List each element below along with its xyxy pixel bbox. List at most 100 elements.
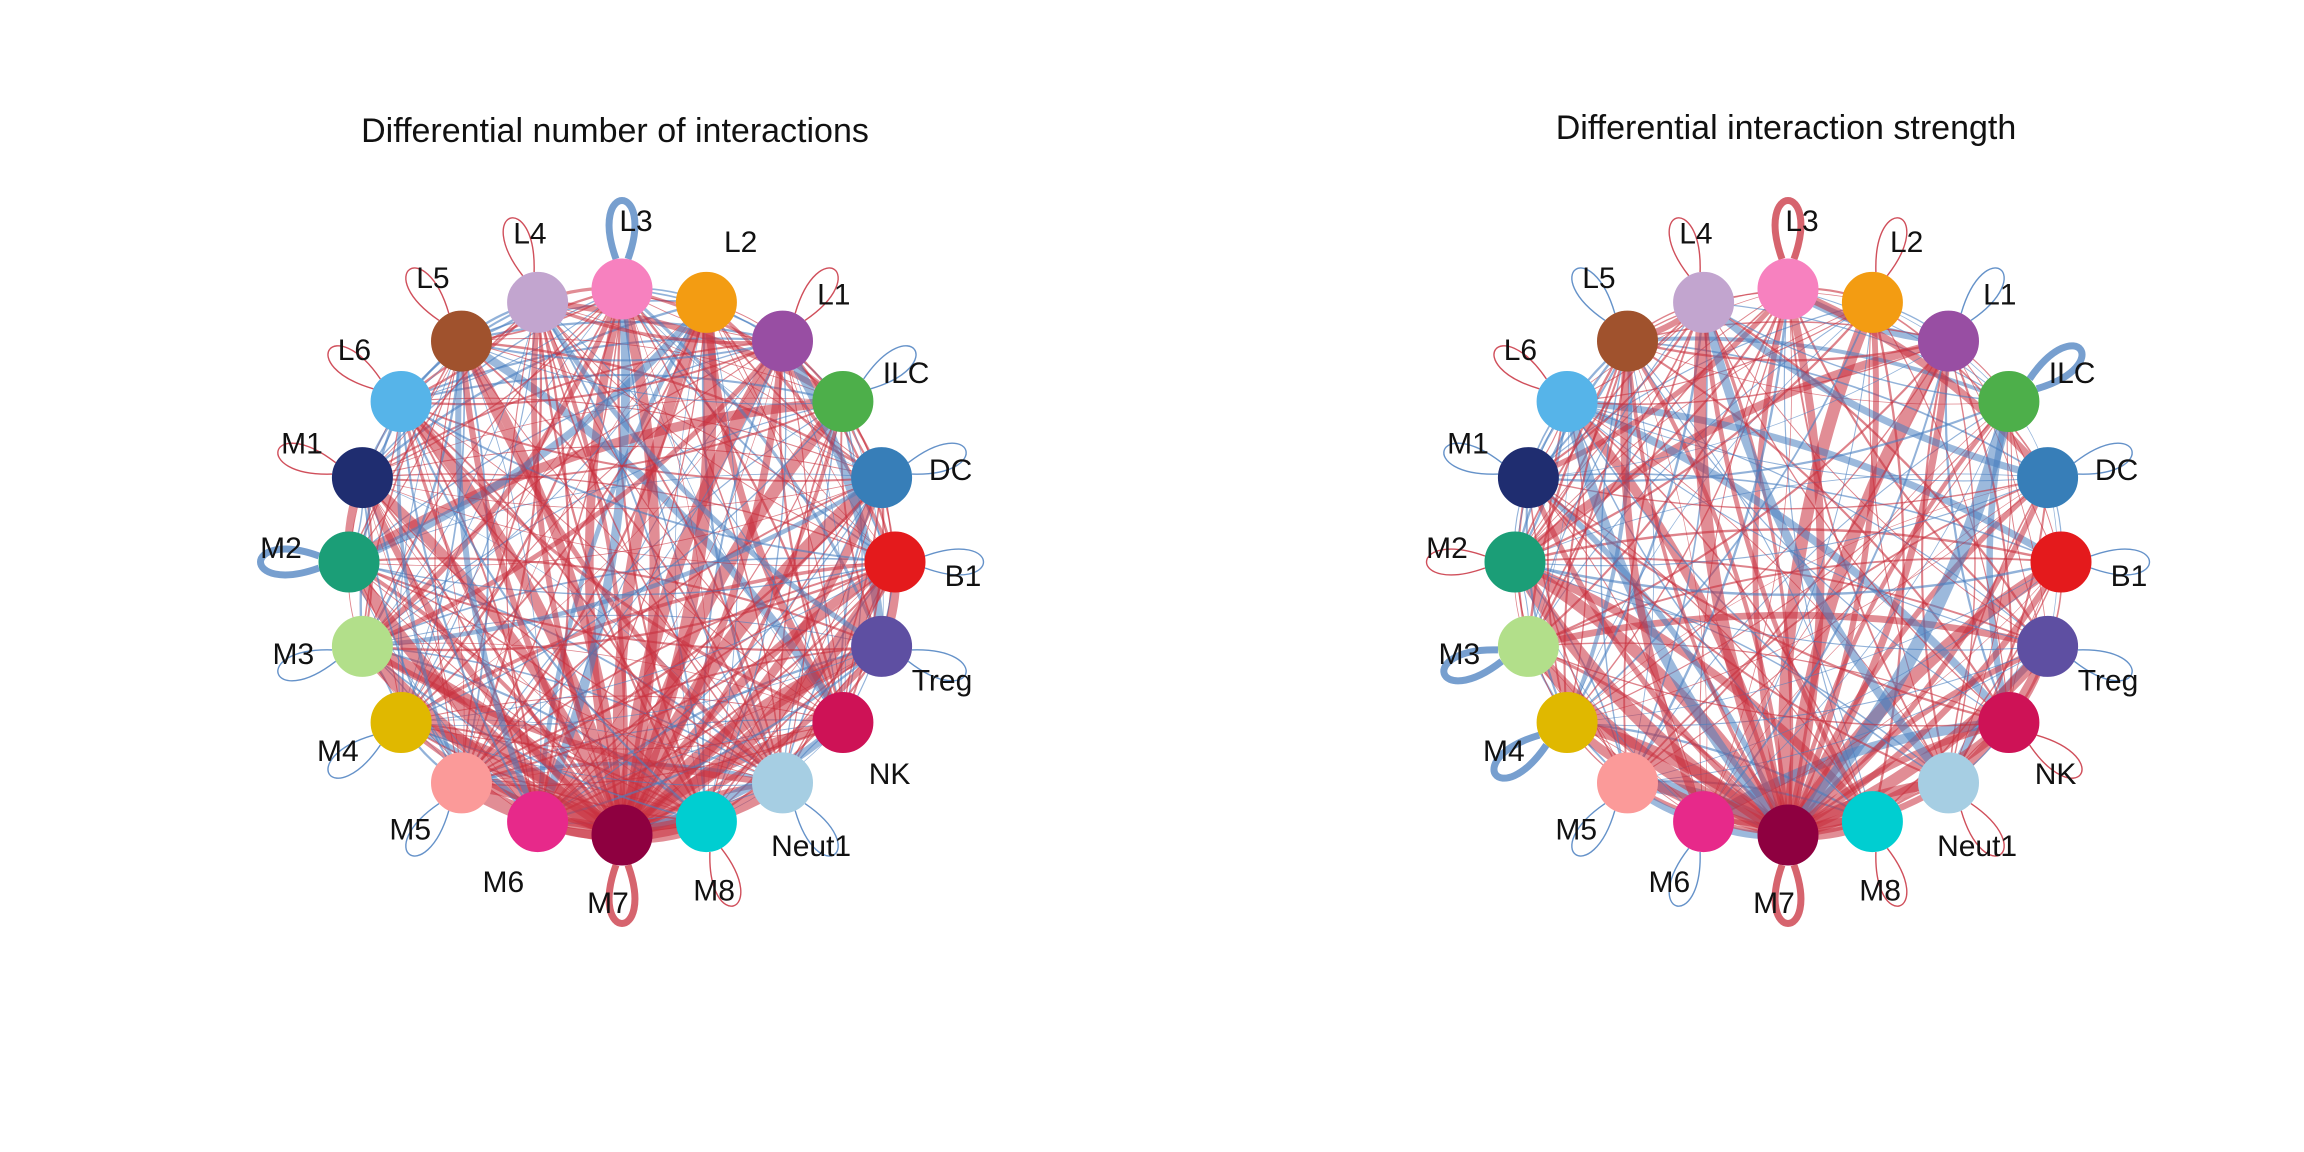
edge-l5-to-m7: [1625, 339, 1790, 837]
node-label-m8: M8: [693, 875, 735, 908]
edge-m3-to-l1: [1527, 340, 1950, 648]
self-loop-neut1: [1960, 803, 2005, 857]
node-treg: [851, 615, 913, 677]
edge-b1-to-l5: [461, 340, 896, 563]
node-label-neut1: Neut1: [1937, 830, 2017, 863]
panel-title-left: Differential number of interactions: [361, 112, 869, 150]
node-m8: [675, 791, 737, 853]
edge-l3-to-m3: [361, 288, 623, 647]
edge-l5-to-m7: [458, 338, 626, 839]
edge-m3-to-l6: [1528, 401, 1570, 647]
edge-l5-to-neut1: [458, 338, 786, 786]
edge-l4-to-dc: [1700, 298, 2052, 482]
self-loop-l5: [405, 267, 450, 321]
self-loop-m1: [1443, 442, 1503, 475]
edge-l4-to-b1: [537, 301, 896, 563]
node-l1: [1918, 310, 1979, 372]
edge-l6-to-dc: [1566, 400, 2049, 482]
edge-m3-to-dc: [360, 475, 884, 649]
edge-l4-to-m7: [1693, 296, 1795, 842]
self-loop-m5: [405, 803, 450, 857]
node-neut1: [752, 752, 813, 814]
edge-m7-to-l5: [456, 336, 627, 840]
edge-l1-to-m7: [1781, 334, 1955, 842]
node-l6: [1536, 371, 1598, 432]
edge-m4-to-dc: [1566, 477, 2048, 723]
node-m3: [331, 615, 393, 677]
edge-m8-to-l2: [705, 301, 738, 823]
self-loop-l3: [1771, 197, 1805, 261]
edge-l4-to-m8: [1701, 300, 1875, 824]
node-label-l2: L2: [724, 226, 757, 259]
self-loop-l4: [502, 217, 535, 277]
node-label-m1: M1: [281, 427, 323, 460]
edge-l4-to-m8: [536, 301, 708, 823]
edge-b1-to-m6: [536, 561, 896, 823]
node-m4: [1536, 692, 1598, 753]
edge-l6-to-neut1: [400, 400, 784, 784]
edge-m2-to-treg: [1514, 561, 2049, 651]
edge-m1-to-m7: [1525, 474, 1791, 838]
edge-l5-to-m3: [361, 340, 463, 648]
node-l1: [752, 310, 813, 372]
self-loop-neut1: [794, 803, 839, 857]
panel-differential-number: Differential number of interactions L3 L2…: [257, 112, 985, 927]
nodes-right: L3 L2 L1 ILC DC B1 Treg NK Neut1 M8 M7 M6 M5 M4 M3 M2 M1…: [1426, 205, 2147, 920]
edge-l6-to-m5: [396, 399, 464, 785]
edge-m7-to-ilc: [620, 399, 845, 837]
edge-l4-to-ilc: [1702, 301, 2010, 403]
self-loops-left: [257, 197, 985, 927]
node-m5: [1597, 752, 1658, 814]
self-loop-m3: [277, 649, 337, 682]
self-loop-dc: [2073, 442, 2133, 475]
edge-l4-to-l1: [535, 300, 785, 345]
node-label-l2: L2: [1890, 226, 1923, 259]
node-label-l3: L3: [1785, 205, 1818, 238]
node-label-nk: NK: [2035, 758, 2077, 791]
edge-m7-to-b1: [1784, 558, 2065, 839]
node-label-neut1: Neut1: [771, 830, 851, 863]
edge-l5-to-m5: [1600, 340, 1629, 784]
edge-l5-to-l1: [1626, 339, 1950, 362]
edge-l4-to-nk: [537, 301, 844, 724]
edge-l5-to-m3: [1527, 339, 1629, 648]
node-label-m7: M7: [587, 887, 629, 920]
edge-m4-to-l1: [400, 340, 783, 723]
self-loop-b1: [2090, 548, 2151, 576]
node-m6: [1673, 791, 1735, 853]
node-l3: [1757, 258, 1819, 320]
edge-l5-to-m5: [434, 340, 463, 784]
edge-treg-to-l4: [1702, 301, 2049, 648]
edge-m7-to-b1: [614, 554, 903, 843]
edge-m6-to-l6: [400, 400, 539, 823]
node-ilc: [812, 371, 874, 432]
self-loop-treg: [2073, 649, 2133, 682]
edge-m7-to-l2: [1785, 299, 1880, 838]
edge-l6-to-b1: [400, 400, 896, 563]
node-label-l5: L5: [416, 262, 449, 295]
self-loop-m8: [709, 847, 742, 907]
node-m2: [1484, 531, 1546, 593]
edge-l4-to-m2: [348, 301, 539, 563]
self-loop-l1: [1960, 267, 2005, 321]
edge-l5-to-ilc: [1627, 340, 2010, 405]
edge-nk-to-l2: [1871, 301, 2010, 724]
node-label-m6: M6: [1648, 866, 1690, 899]
edge-m1-to-dc: [1527, 476, 2049, 510]
edge-dc-to-m7: [1785, 474, 2051, 838]
node-label-l6: L6: [338, 334, 371, 367]
node-dc: [851, 447, 913, 509]
edge-m1-to-nk: [1527, 476, 2011, 724]
self-loop-m8: [1875, 847, 1908, 907]
node-label-m6: M6: [482, 866, 524, 899]
self-loop-m5: [1571, 803, 1616, 857]
edge-m2-to-b1: [348, 561, 896, 596]
edge-l6-to-l1: [1566, 340, 1950, 405]
edge-l5-to-m2: [1513, 339, 1629, 564]
node-m8: [1841, 791, 1903, 853]
edge-m2-to-l2: [1513, 301, 1874, 564]
node-label-m7: M7: [1753, 887, 1795, 920]
edges-right: [1508, 285, 2068, 842]
self-loop-m3: [1440, 646, 1504, 685]
